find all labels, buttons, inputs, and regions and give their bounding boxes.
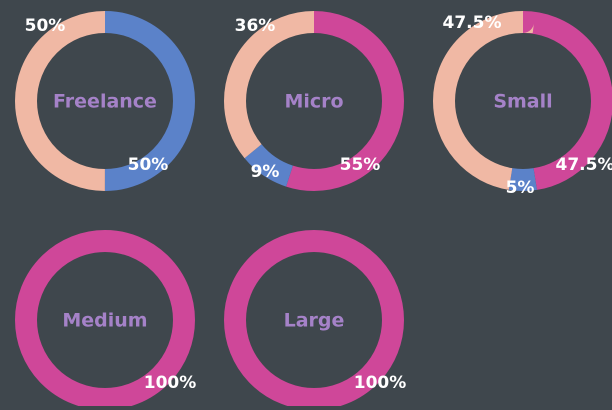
donut-center-label: Micro	[284, 91, 343, 113]
donut-segment	[433, 11, 612, 191]
value-label: 100%	[354, 373, 407, 393]
value-label: 47.5%	[443, 13, 502, 33]
value-label: 9%	[251, 162, 280, 182]
value-label: 55%	[340, 155, 381, 175]
value-label: 5%	[506, 178, 535, 198]
donut-segment	[224, 11, 404, 191]
value-label: 47.5%	[556, 155, 612, 175]
value-label: 50%	[25, 16, 66, 36]
donut-center-label: Medium	[62, 310, 147, 332]
donut-center-label: Freelance	[53, 91, 157, 113]
donut-segment	[433, 11, 612, 191]
value-label: 50%	[128, 155, 169, 175]
value-label: 100%	[144, 373, 197, 393]
value-label: 36%	[235, 16, 276, 36]
donut-segment	[15, 11, 195, 191]
donut-segment	[224, 230, 404, 410]
donut-center-label: Large	[284, 310, 345, 332]
donut-center-label: Small	[493, 91, 552, 113]
donut-segment	[15, 230, 195, 410]
